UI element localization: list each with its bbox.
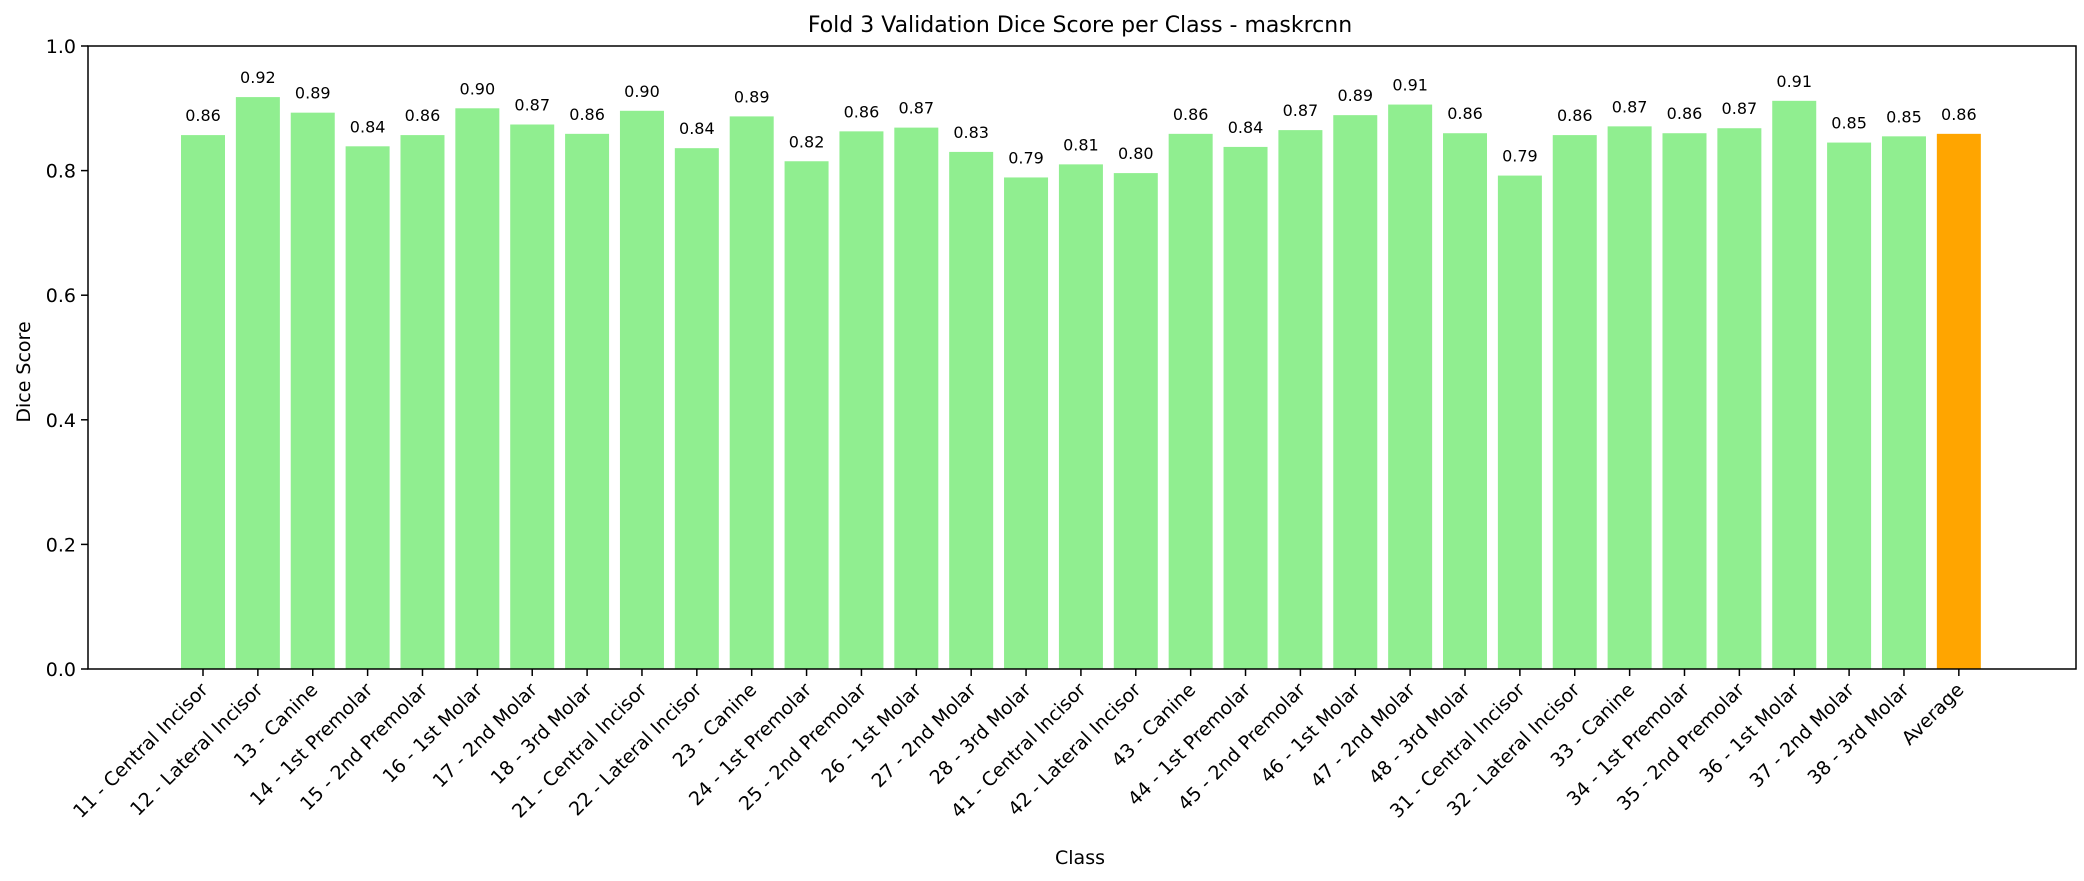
bar <box>894 127 939 670</box>
bar-value-label: 0.90 <box>624 82 660 101</box>
bar <box>949 151 994 669</box>
bar-value-label: 0.87 <box>1283 101 1319 120</box>
bar <box>1333 115 1378 669</box>
bar <box>729 116 774 670</box>
bar-value-label: 0.79 <box>1502 147 1538 166</box>
bar <box>1497 175 1542 670</box>
bar-value-label: 0.87 <box>898 99 934 118</box>
bar-value-label: 0.89 <box>1337 86 1373 105</box>
bar-value-label: 0.91 <box>1776 72 1812 91</box>
bar <box>1168 133 1213 669</box>
bar-value-label: 0.85 <box>1831 114 1867 133</box>
bar-value-label: 0.81 <box>1063 135 1099 154</box>
y-tick-label: 1.0 <box>46 36 76 58</box>
bar <box>1552 135 1597 670</box>
x-axis-label: Class <box>1055 847 1105 869</box>
bar-value-label: 0.86 <box>844 102 880 121</box>
bar <box>400 135 445 670</box>
bar <box>1223 146 1268 669</box>
bar-value-label: 0.86 <box>1667 104 1703 123</box>
bar <box>181 135 225 670</box>
bar-value-label: 0.83 <box>953 123 989 142</box>
bar-value-label: 0.84 <box>679 119 715 138</box>
bar-value-label: 0.91 <box>1392 76 1428 95</box>
bar <box>510 124 555 670</box>
bar <box>619 110 664 670</box>
bar <box>1443 133 1488 670</box>
bar-value-label: 0.86 <box>1173 105 1209 124</box>
plot-frame <box>87 45 2077 670</box>
bar-value-label: 0.86 <box>569 105 605 124</box>
bar-value-label: 0.86 <box>1557 106 1593 125</box>
bar <box>235 97 280 669</box>
bar <box>784 161 829 669</box>
bar-value-label: 0.87 <box>514 95 550 114</box>
bar-value-label: 0.90 <box>460 79 496 98</box>
bar <box>1113 173 1158 670</box>
chart-title: Fold 3 Validation Dice Score per Class -… <box>808 13 1352 38</box>
bar-value-label: 0.82 <box>789 132 825 151</box>
bar <box>1004 177 1049 669</box>
bar-value-label: 0.86 <box>405 106 441 125</box>
y-tick-label: 0.6 <box>46 285 76 307</box>
bar <box>1936 133 1981 669</box>
bar-value-label: 0.89 <box>734 87 770 106</box>
y-axis-label: Dice Score <box>13 321 35 422</box>
bar-value-label: 0.87 <box>1722 99 1758 118</box>
y-tick-label: 0.0 <box>46 659 76 681</box>
bar <box>674 148 719 669</box>
bar <box>839 131 884 669</box>
bar <box>1058 164 1103 669</box>
bar-value-label: 0.84 <box>350 117 386 136</box>
bar <box>1662 133 1707 670</box>
y-tick-label: 0.8 <box>46 161 76 183</box>
bar <box>565 133 610 669</box>
bar <box>1881 136 1926 669</box>
bar <box>1278 130 1323 670</box>
y-tick-label: 0.2 <box>46 534 76 556</box>
bar <box>455 108 500 670</box>
bar-value-label: 0.85 <box>1886 107 1922 126</box>
bars-layer: 0.86 0.92 0.89 0.84 0.86 0.90 0.87 0.86 0.90 0.84… <box>181 68 1981 670</box>
bar-value-label: 0.86 <box>1447 104 1483 123</box>
bar-value-label: 0.92 <box>240 68 276 87</box>
bar <box>1388 104 1433 669</box>
bar-value-label: 0.79 <box>1008 148 1044 167</box>
bar <box>1827 142 1872 669</box>
bar-value-label: 0.87 <box>1612 97 1648 116</box>
bar <box>345 146 390 670</box>
bar-value-label: 0.86 <box>185 106 221 125</box>
bar <box>1717 128 1762 670</box>
bar-value-label: 0.84 <box>1228 118 1264 137</box>
bar <box>1607 126 1652 669</box>
y-tick-label: 0.4 <box>46 410 76 432</box>
bar <box>290 112 335 669</box>
bar <box>1772 100 1817 670</box>
bar-value-label: 0.80 <box>1118 144 1154 163</box>
bar-value-label: 0.89 <box>295 84 331 103</box>
bar-value-label: 0.86 <box>1941 105 1977 124</box>
